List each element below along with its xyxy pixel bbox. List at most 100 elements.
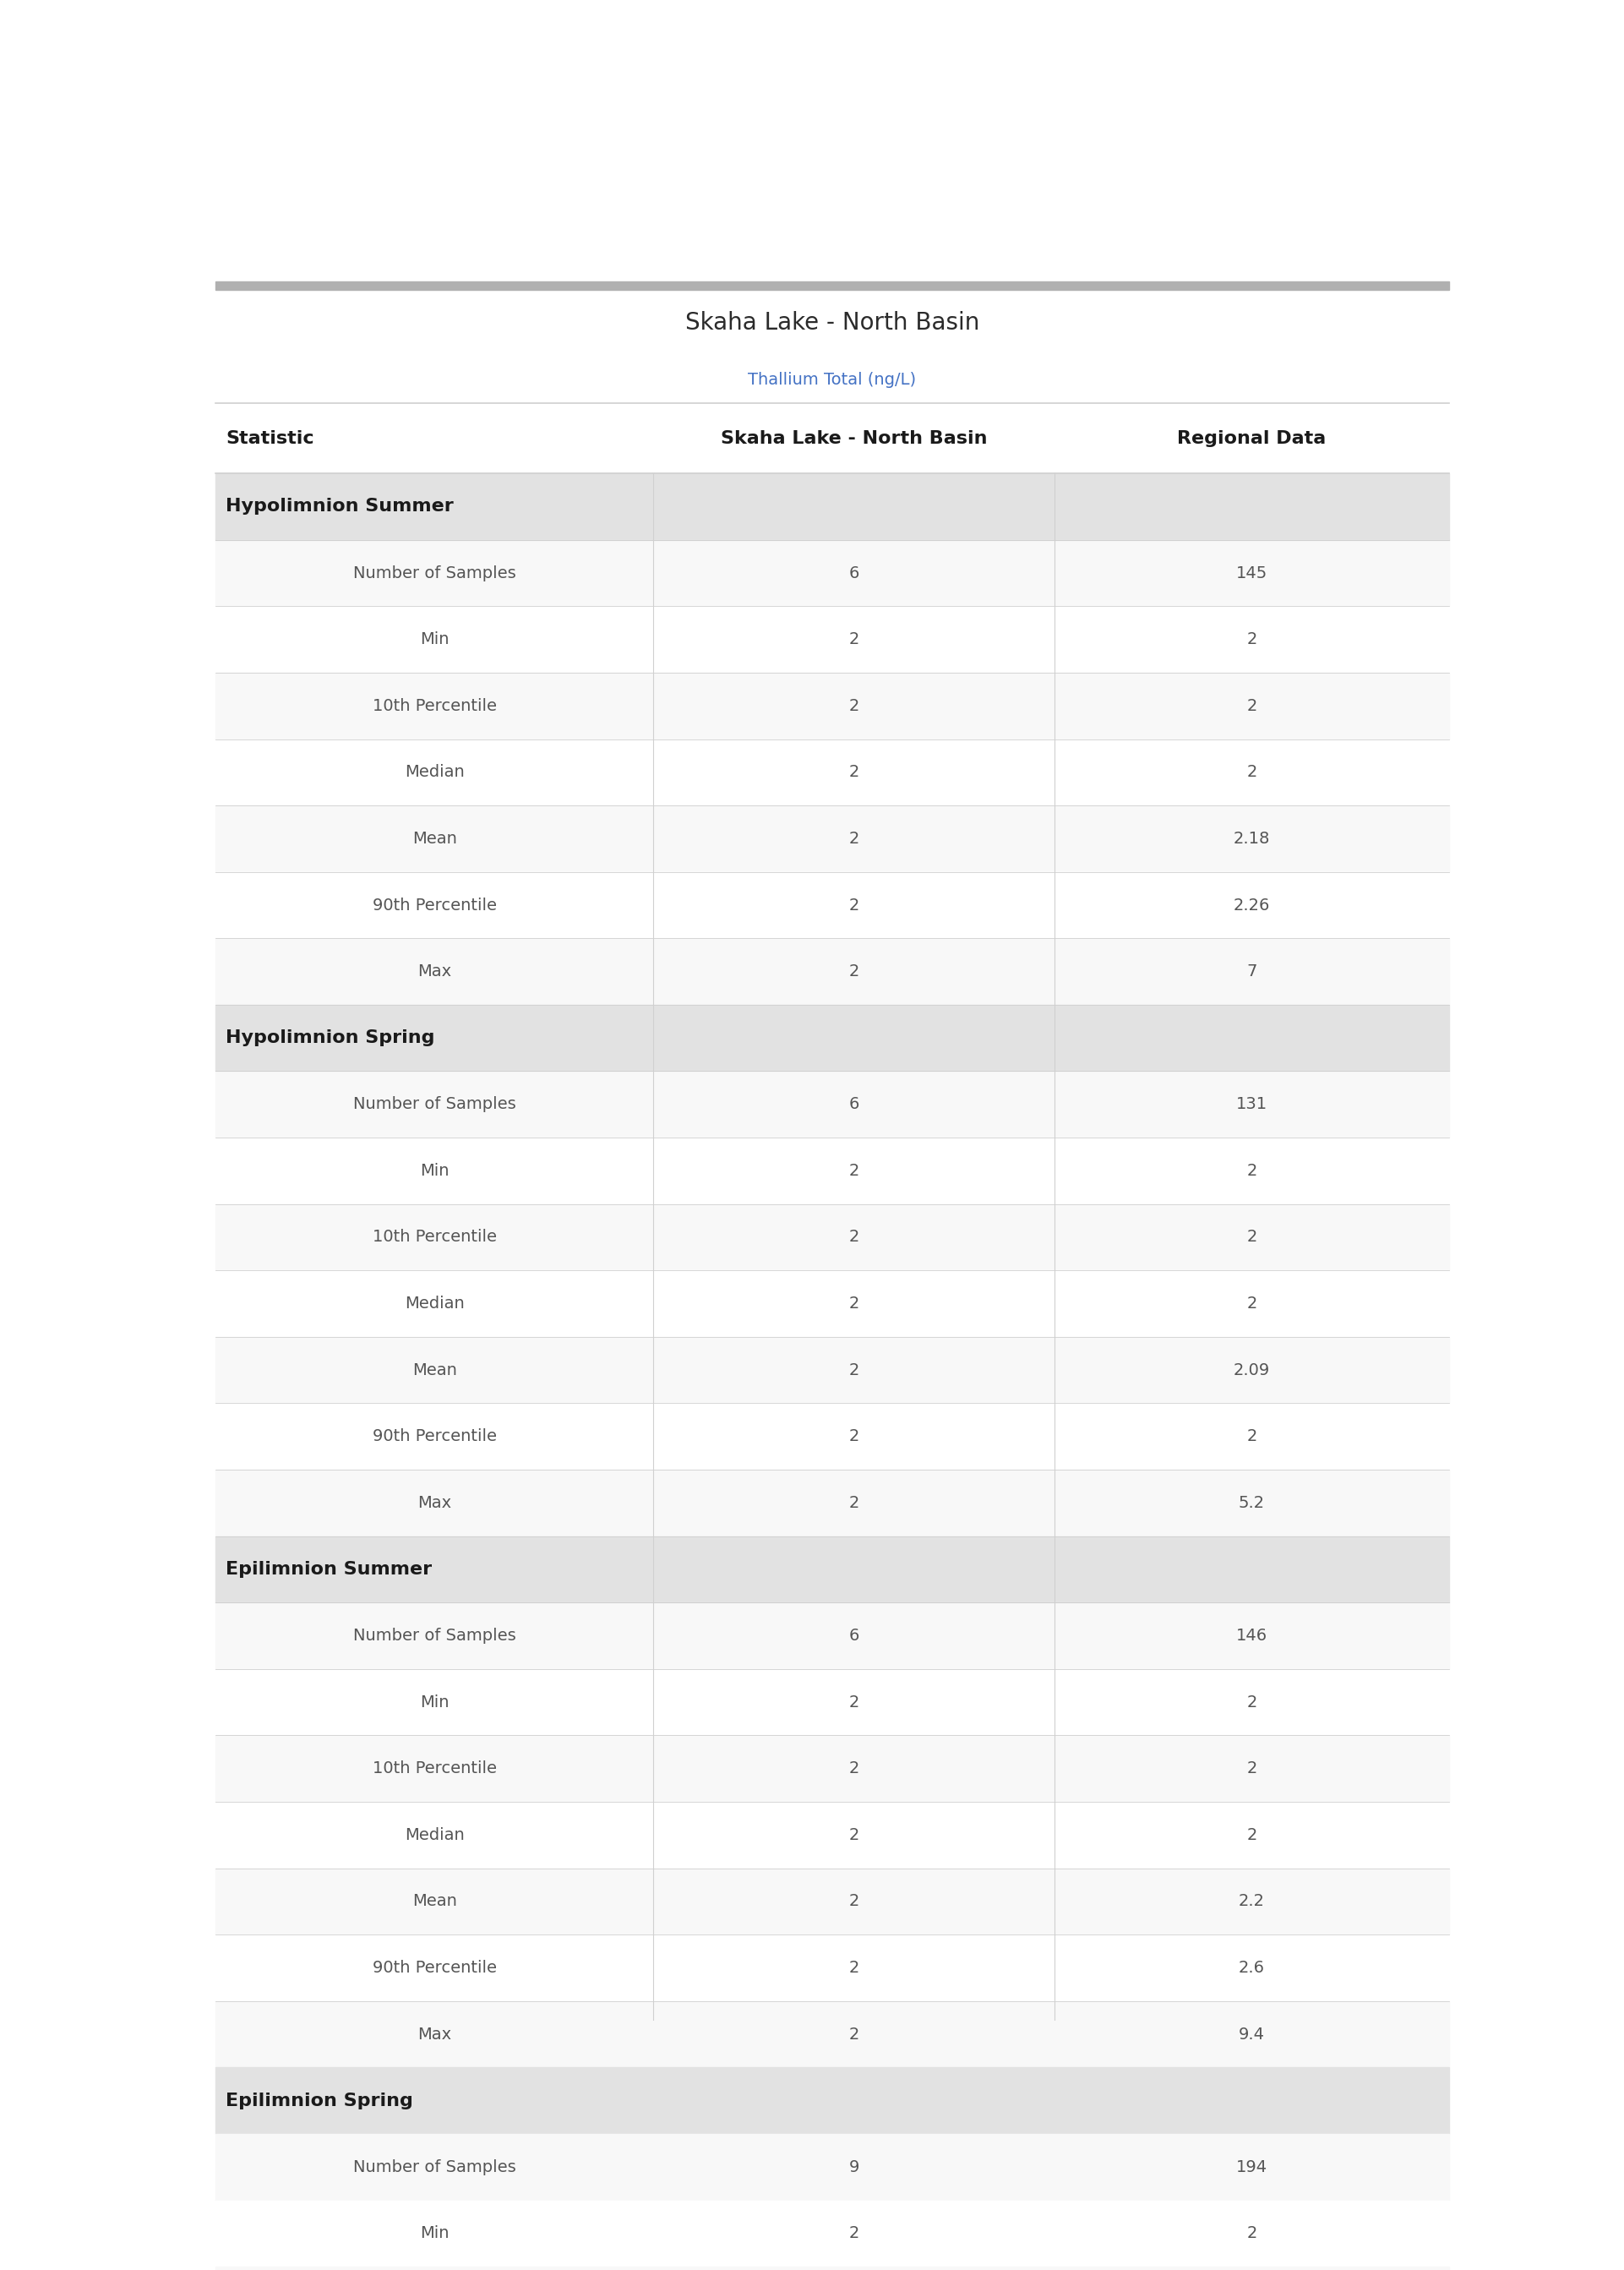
Text: Median: Median	[404, 1296, 464, 1312]
Text: 7: 7	[1247, 962, 1257, 981]
Text: Epilimnion Spring: Epilimnion Spring	[226, 2093, 412, 2109]
Text: 2: 2	[1247, 1162, 1257, 1178]
Text: 2: 2	[849, 631, 859, 647]
Text: 90th Percentile: 90th Percentile	[372, 1428, 497, 1444]
Text: Max: Max	[417, 1496, 451, 1512]
Text: 2: 2	[1247, 1693, 1257, 1709]
Text: 2: 2	[849, 1959, 859, 1975]
Bar	[216, 1469, 1449, 1537]
Text: 146: 146	[1236, 1628, 1267, 1643]
Bar	[216, 1603, 1449, 1668]
Text: 6: 6	[849, 1628, 859, 1643]
Bar	[216, 1403, 1449, 1469]
Text: 2: 2	[849, 1362, 859, 1378]
Text: 2.18: 2.18	[1233, 831, 1270, 847]
Text: 2: 2	[849, 1428, 859, 1444]
Text: 2: 2	[1247, 1428, 1257, 1444]
Bar	[216, 1537, 1449, 1603]
Text: 2: 2	[849, 831, 859, 847]
Text: 2: 2	[849, 1762, 859, 1777]
Text: Statistic: Statistic	[226, 429, 313, 447]
Text: Regional Data: Regional Data	[1177, 429, 1327, 447]
Text: 10th Percentile: 10th Percentile	[372, 697, 497, 713]
Text: Mean: Mean	[412, 831, 456, 847]
Text: 2: 2	[849, 1893, 859, 1909]
Text: Number of Samples: Number of Samples	[352, 2159, 516, 2175]
Bar	[216, 1934, 1449, 2002]
Text: Mean: Mean	[412, 1362, 456, 1378]
Text: 2: 2	[849, 1827, 859, 1843]
Text: 10th Percentile: 10th Percentile	[372, 1230, 497, 1246]
Bar	[216, 1137, 1449, 1203]
Text: 2: 2	[1247, 1827, 1257, 1843]
Text: 9.4: 9.4	[1239, 2027, 1265, 2043]
Text: 194: 194	[1236, 2159, 1267, 2175]
Text: Min: Min	[421, 1162, 450, 1178]
Bar	[216, 1203, 1449, 1271]
Text: 2: 2	[1247, 631, 1257, 647]
Text: Thallium Total (ng/L): Thallium Total (ng/L)	[749, 372, 916, 388]
Text: 2: 2	[849, 1230, 859, 1246]
Text: 2: 2	[849, 2027, 859, 2043]
Bar	[216, 2002, 1449, 2068]
Text: 2: 2	[1247, 765, 1257, 781]
Text: Hypolimnion Summer: Hypolimnion Summer	[226, 497, 453, 515]
Text: Median: Median	[404, 1827, 464, 1843]
Bar	[216, 1868, 1449, 1934]
Bar	[216, 2068, 1449, 2134]
Text: Skaha Lake - North Basin: Skaha Lake - North Basin	[685, 311, 979, 336]
Bar	[216, 281, 1449, 291]
Text: Median: Median	[404, 765, 464, 781]
Text: 2: 2	[849, 2225, 859, 2240]
Text: Hypolimnion Spring: Hypolimnion Spring	[226, 1031, 435, 1046]
Bar	[216, 1734, 1449, 1802]
Text: Number of Samples: Number of Samples	[352, 1096, 516, 1112]
Text: Number of Samples: Number of Samples	[352, 1628, 516, 1643]
Bar	[216, 1006, 1449, 1071]
Bar	[216, 1668, 1449, 1734]
Bar	[216, 1271, 1449, 1337]
Text: 2: 2	[849, 765, 859, 781]
Bar	[216, 606, 1449, 672]
Text: 2: 2	[849, 1496, 859, 1512]
Text: 2.26: 2.26	[1233, 897, 1270, 913]
Text: Max: Max	[417, 2027, 451, 2043]
Text: 2: 2	[849, 697, 859, 713]
Bar	[216, 672, 1449, 740]
Text: 90th Percentile: 90th Percentile	[372, 897, 497, 913]
Bar	[216, 1071, 1449, 1137]
Text: 2: 2	[849, 1296, 859, 1312]
Text: Min: Min	[421, 1693, 450, 1709]
Text: 2: 2	[849, 897, 859, 913]
Bar	[216, 1802, 1449, 1868]
Text: 6: 6	[849, 565, 859, 581]
Text: 10th Percentile: 10th Percentile	[372, 1762, 497, 1777]
Bar	[216, 2268, 1449, 2270]
Text: Min: Min	[421, 631, 450, 647]
Text: 2.09: 2.09	[1233, 1362, 1270, 1378]
Text: Max: Max	[417, 962, 451, 981]
Bar	[216, 540, 1449, 606]
Text: 2: 2	[1247, 1230, 1257, 1246]
Text: Mean: Mean	[412, 1893, 456, 1909]
Text: 2: 2	[849, 1162, 859, 1178]
Text: 9: 9	[849, 2159, 859, 2175]
Bar	[216, 872, 1449, 938]
Text: 131: 131	[1236, 1096, 1267, 1112]
Text: 6: 6	[849, 1096, 859, 1112]
Text: 90th Percentile: 90th Percentile	[372, 1959, 497, 1975]
Bar	[216, 740, 1449, 806]
Text: 2: 2	[1247, 697, 1257, 713]
Text: Number of Samples: Number of Samples	[352, 565, 516, 581]
Text: Min: Min	[421, 2225, 450, 2240]
Text: 2: 2	[1247, 1296, 1257, 1312]
Bar	[216, 474, 1449, 540]
Bar	[216, 2200, 1449, 2268]
Bar	[216, 2134, 1449, 2200]
Bar	[216, 938, 1449, 1006]
Bar	[216, 806, 1449, 872]
Text: 2.6: 2.6	[1239, 1959, 1265, 1975]
Text: 2: 2	[849, 962, 859, 981]
Text: 5.2: 5.2	[1239, 1496, 1265, 1512]
Text: 2: 2	[849, 1693, 859, 1709]
